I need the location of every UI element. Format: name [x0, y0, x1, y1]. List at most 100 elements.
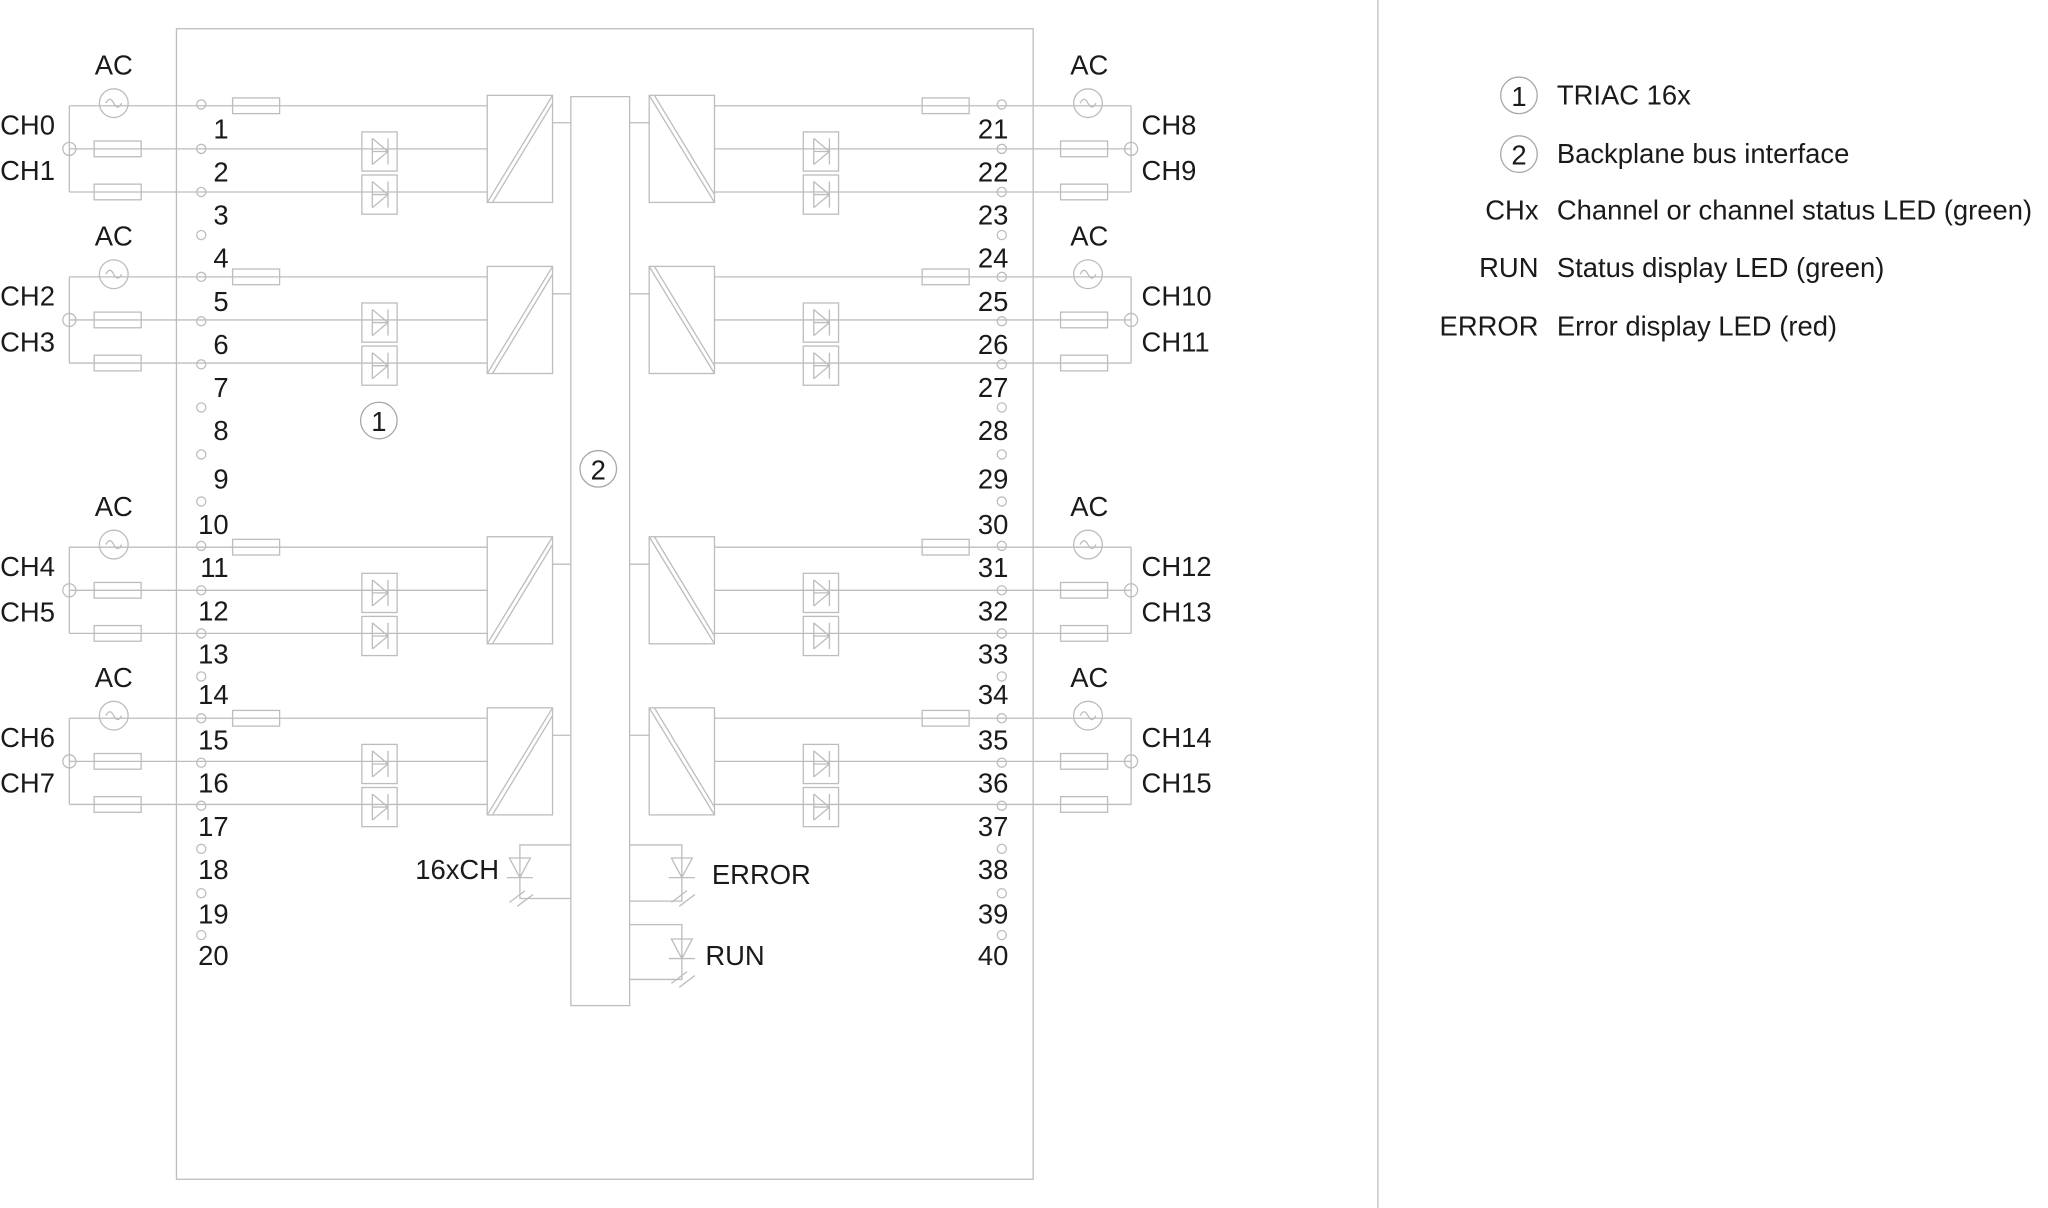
- triac-box: [802, 302, 840, 343]
- fuse-icon: [93, 581, 142, 599]
- terminal-number-32: 32: [978, 595, 1008, 626]
- terminal-dot: [996, 540, 1008, 552]
- fuse-icon: [93, 140, 142, 158]
- ac-label: AC: [1070, 49, 1108, 80]
- terminal-number-21: 21: [978, 113, 1008, 144]
- channel-wiring: [68, 276, 488, 364]
- triac-box: [361, 345, 398, 386]
- ac-label: AC: [1070, 491, 1108, 522]
- triac-icon: [361, 174, 398, 215]
- terminal-dot: [996, 99, 1008, 110]
- terminal-number-23: 23: [978, 200, 1008, 231]
- callout-triac: 1: [371, 406, 386, 437]
- triac-symbol: [813, 622, 831, 650]
- terminal-dot: [196, 316, 207, 327]
- channel-label-ch7: CH7: [0, 768, 55, 799]
- triac-box: [361, 572, 398, 614]
- error-led-wire: [629, 844, 683, 902]
- triac-box: [361, 302, 398, 343]
- terminal-dot: [996, 316, 1008, 327]
- terminal-number-22: 22: [978, 157, 1008, 188]
- terminal-number-10: 10: [198, 509, 228, 540]
- terminal-dot: [996, 449, 1008, 460]
- callout-triac-circle: [359, 401, 398, 440]
- channel-label-ch3: CH3: [0, 326, 55, 357]
- fuse-icon: [1059, 311, 1109, 329]
- triac-icon: [361, 345, 398, 386]
- triac-symbol: [813, 750, 831, 778]
- error-led-label: ERROR: [712, 859, 811, 890]
- common-terminal: [1123, 141, 1139, 157]
- terminal-number-37: 37: [978, 811, 1008, 842]
- ac-source-icon: [98, 529, 129, 560]
- converter-box: [648, 536, 716, 645]
- channel-label-ch1: CH1: [0, 155, 55, 186]
- triac-symbol: [813, 793, 831, 821]
- led-icon: [506, 857, 534, 907]
- channel-wiring: [714, 276, 1132, 364]
- channel-label-ch9: CH9: [1142, 155, 1197, 186]
- led-light-arrows: [671, 971, 696, 988]
- legend-text: TRIAC 16x: [1557, 79, 1691, 110]
- legend-text: Channel or channel status LED (green): [1557, 194, 2032, 225]
- triac-icon: [802, 302, 840, 343]
- terminal-number-13: 13: [198, 638, 228, 669]
- triac-symbol: [371, 750, 390, 778]
- triac-icon: [361, 615, 398, 657]
- terminal-number-14: 14: [198, 679, 228, 710]
- converter-icon: [486, 265, 554, 375]
- triac-box: [802, 743, 840, 785]
- fuse-icon: [1059, 183, 1109, 201]
- fuse-icon: [231, 538, 281, 556]
- triac-icon: [802, 743, 840, 785]
- ac-source-icon: [1072, 88, 1104, 119]
- fuse-icon: [93, 311, 142, 329]
- channel-wiring: [714, 546, 1132, 635]
- led-symbol: [506, 857, 533, 879]
- ac-label: AC: [95, 221, 133, 252]
- module-outline: [175, 28, 1034, 1180]
- terminal-number-12: 12: [198, 595, 228, 626]
- fuse-icon: [1059, 752, 1109, 770]
- triac-symbol: [371, 579, 390, 607]
- fuse-icon: [93, 624, 142, 642]
- converter-box: [486, 94, 554, 204]
- common-terminal: [1123, 754, 1139, 769]
- triac-icon: [802, 572, 840, 614]
- ac-source-icon: [1072, 259, 1104, 290]
- backplane-bus: [570, 95, 631, 1007]
- triac-symbol: [371, 181, 390, 209]
- terminal-dot: [196, 929, 207, 941]
- legend-text: Backplane bus interface: [1557, 138, 1850, 169]
- triac-box: [361, 615, 398, 657]
- converter-icon: [648, 707, 716, 816]
- terminal-number-17: 17: [198, 811, 228, 842]
- triac-symbol: [813, 137, 831, 166]
- terminal-number-3: 3: [213, 200, 228, 231]
- common-terminal: [1123, 583, 1139, 598]
- callout-bus-circle: [579, 449, 618, 488]
- converter-diagonal: [486, 707, 554, 816]
- terminal-number-35: 35: [978, 725, 1008, 756]
- triac-box: [361, 131, 398, 172]
- triac-box: [802, 174, 840, 215]
- triac-symbol: [813, 309, 831, 337]
- triac-icon: [802, 786, 840, 828]
- converter-box: [648, 707, 716, 816]
- callout-bus: 2: [591, 454, 606, 485]
- channel-wiring: [714, 105, 1132, 193]
- triac-icon: [361, 572, 398, 614]
- legend-callout-circle: [1500, 76, 1538, 115]
- triac-icon: [361, 131, 398, 172]
- terminal-number-9: 9: [213, 463, 228, 494]
- terminal-number-16: 16: [198, 768, 228, 799]
- triac-box: [802, 345, 840, 386]
- terminal-dot: [996, 757, 1008, 768]
- legend-key: 2: [1511, 140, 1526, 171]
- common-terminal: [62, 141, 77, 157]
- converter-diagonal: [486, 94, 554, 203]
- fuse-icon: [231, 268, 281, 286]
- channel-label-ch8: CH8: [1142, 110, 1197, 141]
- terminal-dot: [996, 359, 1008, 370]
